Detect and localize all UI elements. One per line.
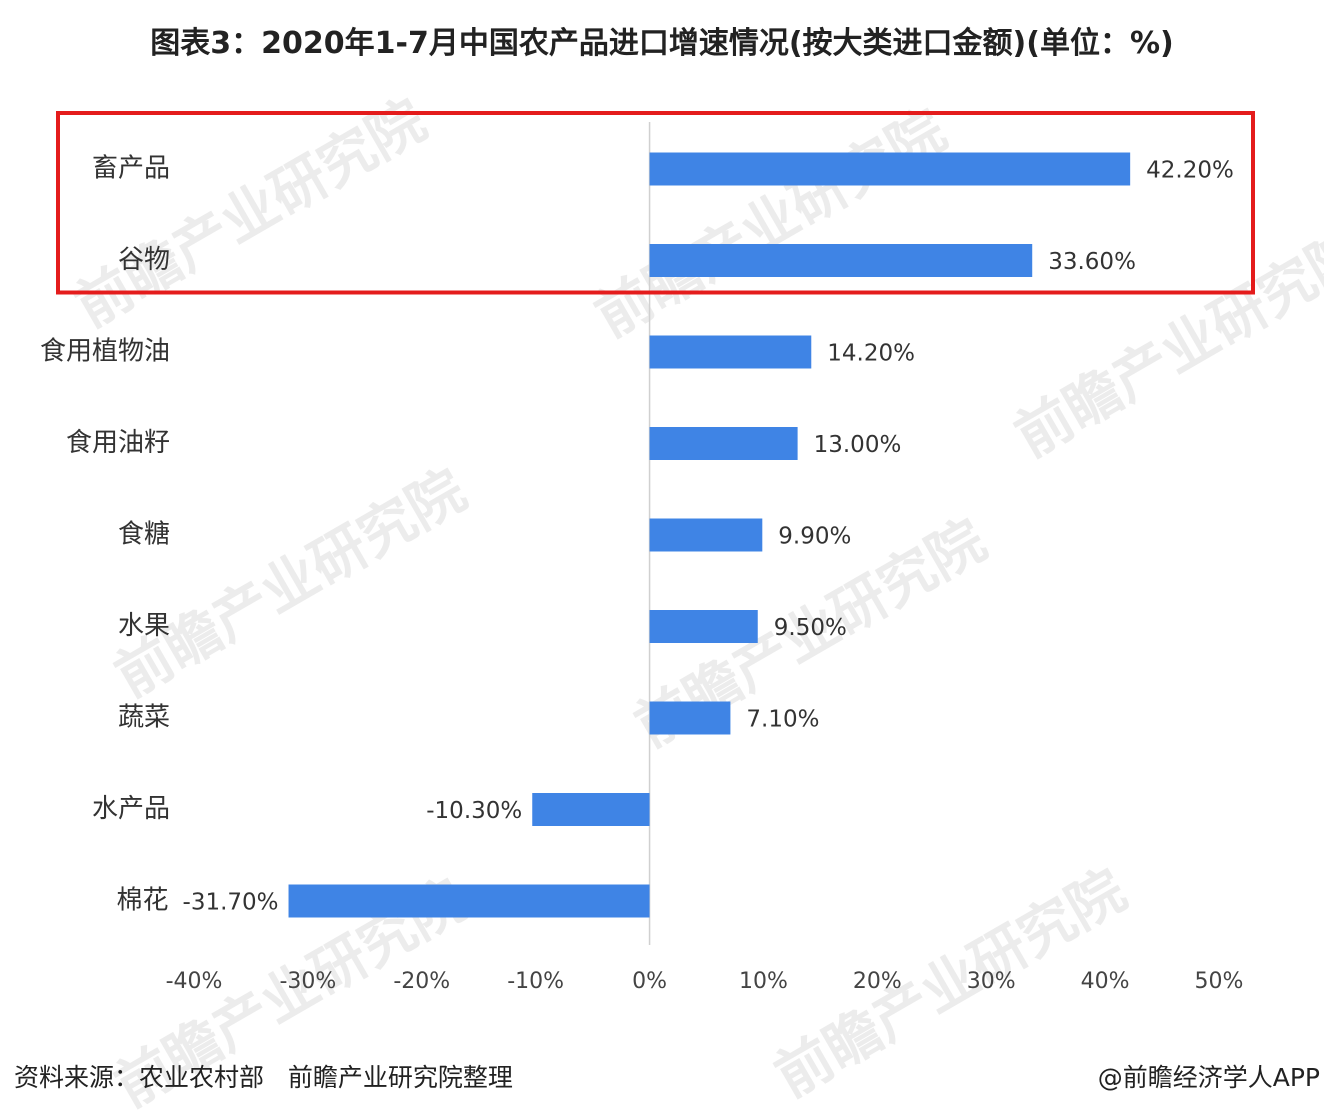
value-label: 9.50% — [774, 615, 847, 641]
bars-group — [288, 152, 1131, 918]
x-tick-label: 30% — [967, 969, 1016, 994]
watermark-text: 前瞻产业研究院 — [105, 458, 477, 710]
value-labels-group: 42.20% 33.60% 14.20% 13.00% 9.90% 9.50% 7.10% -… — [183, 158, 1234, 916]
value-label: 14.20% — [827, 341, 915, 367]
category-label: 水果 — [118, 611, 170, 641]
category-label: 食糖 — [118, 520, 170, 550]
bar — [649, 701, 731, 735]
x-tick-label: 50% — [1195, 969, 1244, 994]
value-label: 13.00% — [814, 432, 902, 458]
credit-note: @前瞻经济学人APP — [1097, 1063, 1320, 1092]
chart-title: 图表3：2020年1-7月中国农产品进口增速情况(按大类进口金额)(单位：%) — [150, 26, 1174, 61]
value-label: 42.20% — [1146, 158, 1234, 184]
x-tick-label: 40% — [1081, 969, 1130, 994]
value-label: 33.60% — [1048, 249, 1136, 275]
x-tick-label: -20% — [393, 969, 450, 994]
x-tick-label: -30% — [279, 969, 336, 994]
x-tick-label: -40% — [166, 969, 223, 994]
x-tick-label: 20% — [853, 969, 902, 994]
bar — [649, 610, 758, 643]
bar — [649, 427, 798, 460]
x-tick-label: 0% — [632, 969, 667, 994]
category-label: 棉花 — [117, 886, 169, 916]
x-tick-label: -10% — [507, 969, 564, 994]
source-note: 资料来源：农业农村部 前瞻产业研究院整理 — [14, 1063, 513, 1092]
value-label: -10.30% — [426, 798, 522, 824]
watermark-text: 前瞻产业研究院 — [585, 98, 957, 350]
bar — [649, 244, 1033, 277]
value-label: -31.70% — [183, 890, 279, 916]
bar — [649, 152, 1131, 186]
watermark-text: 前瞻产业研究院 — [65, 88, 437, 340]
bar — [649, 335, 812, 369]
bar — [288, 884, 650, 918]
category-label: 谷物 — [118, 245, 170, 275]
bar — [649, 518, 763, 552]
highlight-box — [56, 111, 1255, 295]
category-label: 畜产品 — [92, 154, 170, 184]
category-label: 水产品 — [92, 794, 170, 824]
value-label: 7.10% — [746, 707, 819, 733]
category-label: 食用植物油 — [40, 337, 170, 367]
category-label: 食用油籽 — [66, 428, 170, 458]
category-label: 蔬菜 — [118, 703, 170, 733]
bar — [532, 793, 650, 826]
value-label: 9.90% — [778, 524, 851, 550]
x-tick-labels-group: -40% -30% -20% -10% 0% 10% 20% 30% 40% 50% — [166, 969, 1244, 994]
x-tick-label: 10% — [739, 969, 788, 994]
